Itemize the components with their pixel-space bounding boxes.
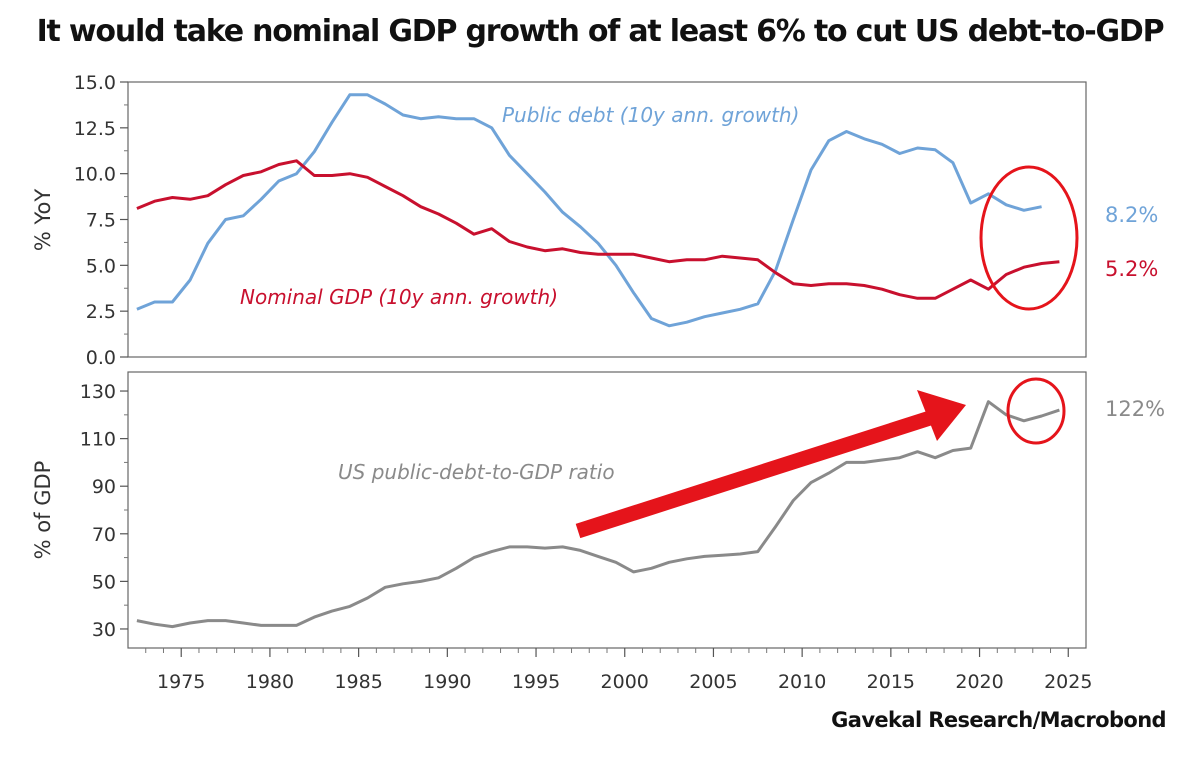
top-y-axis: 0.0 2.5 5.0 7.5 10.0 12.5 15.0 xyxy=(74,72,128,369)
nominal-gdp-line xyxy=(136,159,1060,300)
bottom-y-axis: 30 50 70 90 110 130 xyxy=(80,381,128,641)
top-y-tick-label: 5.0 xyxy=(86,255,116,277)
x-tick-label: 2005 xyxy=(689,671,737,693)
x-tick-label: 2025 xyxy=(1044,671,1092,693)
bottom-panel: 30 50 70 90 110 130 % of GDP US public-debt-t… xyxy=(31,371,1165,649)
nominal-gdp-series-label: Nominal GDP (10y ann. growth) xyxy=(240,285,558,309)
chart-title: It would take nominal GDP growth of at l… xyxy=(36,14,1165,49)
bottom-y-tick-label: 70 xyxy=(92,524,116,546)
top-y-tick-label: 10.0 xyxy=(74,164,116,186)
debt-ratio-end-value: 122% xyxy=(1105,397,1165,421)
debt-ratio-line xyxy=(136,400,1060,629)
top-panel: 0.0 2.5 5.0 7.5 10.0 12.5 15.0 % YoY Public de… xyxy=(31,72,1158,369)
highlight-ellipse-bottom xyxy=(1006,377,1066,445)
top-y-tick-label: 12.5 xyxy=(74,118,116,140)
source-credit: Gavekal Research/Macrobond xyxy=(831,708,1166,732)
bottom-y-tick-label: 30 xyxy=(92,619,116,641)
x-tick-label: 1995 xyxy=(512,671,560,693)
bottom-y-tick-label: 110 xyxy=(80,429,116,451)
public-debt-end-value: 8.2% xyxy=(1105,203,1158,227)
x-tick-label: 2000 xyxy=(601,671,649,693)
debt-ratio-series-label: US public-debt-to-GDP ratio xyxy=(338,460,615,484)
bottom-y-tick-label: 50 xyxy=(92,571,116,593)
top-y-tick-label: 15.0 xyxy=(74,72,116,94)
top-y-tick-label: 2.5 xyxy=(86,301,116,323)
x-tick-label: 1985 xyxy=(334,671,382,693)
x-tick-label: 2020 xyxy=(955,671,1003,693)
top-panel-frame xyxy=(127,81,1087,358)
bottom-y-axis-label: % of GDP xyxy=(31,461,55,560)
bottom-y-tick-label: 90 xyxy=(92,476,116,498)
nominal-gdp-end-value: 5.2% xyxy=(1105,257,1158,281)
top-y-axis-label: % YoY xyxy=(31,189,55,252)
x-axis: 1975 1980 1985 1990 1995 2000 2005 2010 2015 2020… xyxy=(145,648,1092,693)
top-y-tick-label: 7.5 xyxy=(86,210,116,232)
bottom-series-lines xyxy=(136,400,1060,629)
x-tick-label: 1990 xyxy=(423,671,471,693)
public-debt-line xyxy=(136,93,1042,328)
x-tick-label: 2010 xyxy=(778,671,826,693)
trend-arrow xyxy=(575,390,966,539)
public-debt-series-label: Public debt (10y ann. growth) xyxy=(502,103,799,127)
trend-arrow-head xyxy=(917,390,966,441)
x-tick-label: 2015 xyxy=(867,671,915,693)
x-tick-label: 1975 xyxy=(157,671,205,693)
trend-arrow-shaft xyxy=(575,410,933,539)
highlight-ellipse-top xyxy=(979,165,1079,311)
bottom-y-tick-label: 130 xyxy=(80,381,116,403)
x-tick-label: 1980 xyxy=(246,671,294,693)
top-y-tick-label: 0.0 xyxy=(86,347,116,369)
top-series-lines xyxy=(136,93,1060,328)
